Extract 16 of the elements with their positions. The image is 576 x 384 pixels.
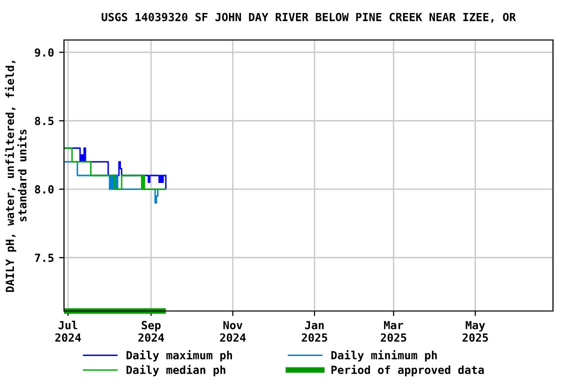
legend-label: Daily maximum ph (126, 350, 232, 362)
y-tick-label: 7.5 (34, 254, 54, 262)
x-tick-label: Jan 2025 (302, 321, 328, 342)
x-tick-label: Mar 2025 (380, 321, 406, 342)
legend-label: Period of approved data (332, 364, 484, 376)
x-tick-label: Sep 2024 (138, 320, 164, 342)
y-tick-label: 8.0 (34, 185, 54, 194)
y-tick-label: 8.5 (34, 116, 54, 126)
legend-label: Daily minimum ph (331, 350, 437, 362)
x-tick-label: May 2025 (462, 321, 488, 342)
x-tick-label: Jul 2024 (55, 320, 81, 342)
legend-label: Daily median ph (126, 364, 226, 376)
chart-title: USGS 14039320 SF JOHN DAY RIVER BELOW PINE CREEK NEAR IZEE, OR (102, 12, 516, 23)
x-tick-label: Nov 2024 (220, 321, 246, 342)
y-axis-title: DAILY pH, water, unfiltered, field, standard units (4, 60, 26, 292)
y-tick-label: 9.0 (34, 48, 54, 57)
